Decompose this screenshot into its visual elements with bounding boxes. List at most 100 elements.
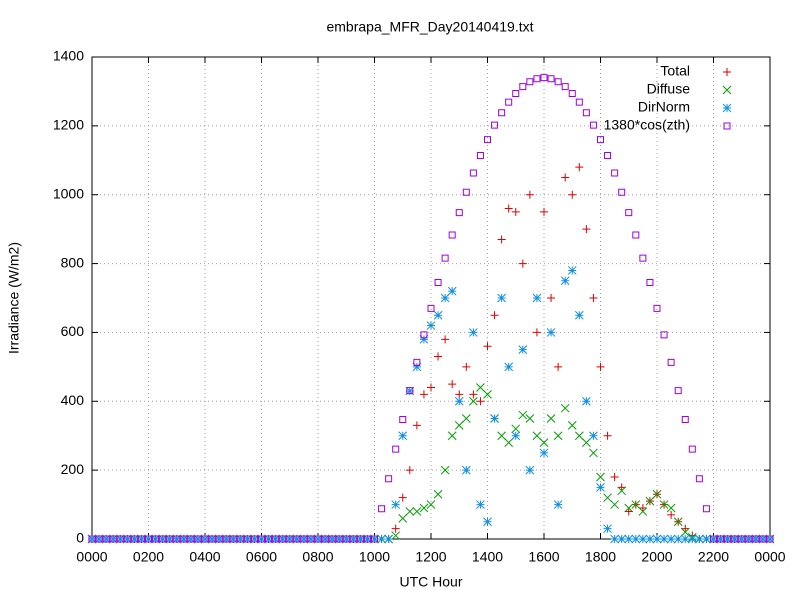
- point: [476, 383, 485, 392]
- point: [348, 534, 358, 544]
- point: [87, 534, 97, 544]
- point: [250, 535, 258, 543]
- point: [511, 207, 520, 216]
- point: [427, 383, 435, 392]
- point: [145, 535, 152, 543]
- point: [645, 496, 655, 506]
- legend-label: Diffuse: [647, 81, 691, 97]
- point: [744, 534, 754, 544]
- x-tick-label: 1600: [528, 549, 559, 565]
- point: [363, 535, 371, 543]
- point: [377, 534, 386, 544]
- point: [405, 386, 415, 396]
- point: [116, 535, 124, 543]
- point: [758, 534, 768, 544]
- point: [193, 534, 203, 544]
- point: [681, 416, 689, 424]
- point: [271, 534, 280, 544]
- point: [257, 534, 266, 544]
- point: [638, 504, 647, 513]
- point: [166, 535, 174, 543]
- point: [505, 98, 513, 106]
- point: [504, 204, 513, 213]
- point: [264, 534, 273, 544]
- point: [235, 534, 245, 544]
- chart-title: embrapa_MFR_Day20140419.txt: [326, 19, 533, 35]
- point: [412, 507, 422, 516]
- point: [611, 169, 619, 177]
- point: [554, 362, 563, 371]
- point: [419, 390, 428, 399]
- point: [667, 358, 675, 366]
- point: [228, 534, 238, 544]
- point: [547, 294, 556, 302]
- point: [597, 136, 604, 144]
- point: [631, 500, 641, 509]
- point: [596, 362, 605, 371]
- point: [243, 534, 252, 544]
- point: [278, 534, 288, 544]
- point: [279, 535, 287, 543]
- point: [122, 534, 132, 544]
- point: [151, 534, 160, 544]
- point: [603, 431, 612, 440]
- point: [618, 188, 626, 196]
- point: [680, 534, 690, 544]
- point: [638, 534, 648, 544]
- point: [723, 534, 732, 544]
- point: [461, 414, 471, 423]
- point: [398, 513, 408, 523]
- point: [765, 534, 775, 544]
- point: [624, 503, 634, 513]
- point: [724, 535, 732, 543]
- point: [717, 535, 725, 543]
- point: [561, 173, 570, 182]
- point: [589, 431, 598, 441]
- point: [447, 286, 457, 296]
- x-axis-label: UTC Hour: [399, 574, 462, 590]
- point: [568, 89, 576, 97]
- point: [313, 534, 323, 544]
- point: [751, 534, 761, 544]
- point: [525, 414, 535, 423]
- point: [540, 207, 548, 216]
- point: [137, 535, 145, 543]
- point: [483, 342, 492, 351]
- point: [476, 500, 485, 509]
- point: [265, 535, 273, 543]
- point: [491, 121, 499, 129]
- point: [652, 534, 662, 544]
- point: [392, 445, 400, 453]
- y-tick-label: 800: [61, 254, 85, 270]
- point: [299, 534, 309, 544]
- point: [730, 534, 740, 544]
- point: [441, 335, 450, 344]
- point: [659, 500, 669, 509]
- point: [511, 431, 521, 441]
- point: [560, 276, 570, 286]
- point: [371, 535, 378, 543]
- x-tick-label: 2000: [641, 549, 672, 565]
- point: [469, 390, 478, 399]
- point: [504, 438, 514, 447]
- point: [490, 311, 499, 320]
- point: [412, 362, 422, 372]
- point: [314, 535, 322, 543]
- point: [639, 254, 647, 262]
- point: [130, 534, 139, 544]
- point: [172, 534, 182, 544]
- point: [335, 535, 343, 543]
- point: [455, 209, 463, 217]
- point: [179, 534, 189, 544]
- point: [560, 403, 570, 413]
- point: [356, 534, 365, 544]
- point: [625, 209, 633, 217]
- y-tick-label: 400: [61, 392, 85, 408]
- point: [511, 424, 521, 434]
- point: [710, 535, 717, 543]
- point: [469, 396, 478, 406]
- point: [180, 535, 188, 543]
- point: [532, 431, 542, 441]
- point: [518, 410, 528, 420]
